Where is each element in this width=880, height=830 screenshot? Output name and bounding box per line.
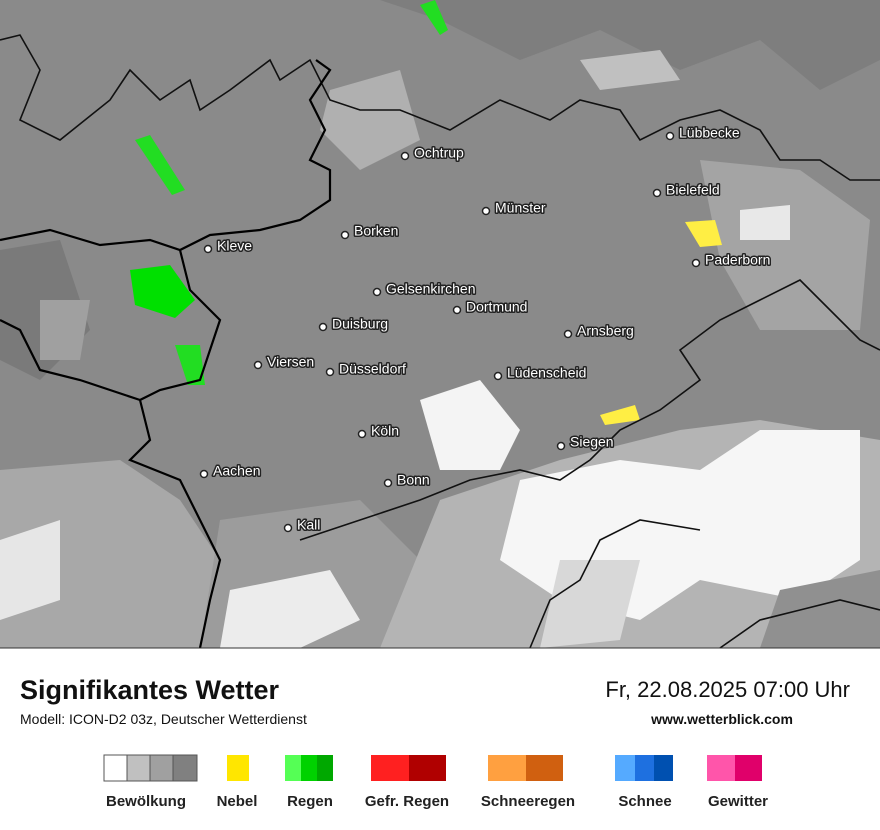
city-label: Lübbecke — [679, 125, 740, 141]
city-label: Paderborn — [705, 252, 770, 268]
city: Münster — [481, 198, 547, 217]
city: Köln — [357, 421, 401, 440]
city-label: Arnsberg — [577, 323, 634, 339]
city: Bonn — [383, 470, 431, 489]
city-label: Münster — [495, 200, 546, 216]
city-label: Bonn — [397, 472, 430, 488]
city: Siegen — [556, 432, 615, 451]
legend-label: Gewitter — [708, 793, 768, 810]
city: Viersen — [253, 352, 316, 371]
city: Paderborn — [691, 250, 772, 269]
city: Kleve — [203, 236, 254, 255]
city-layer: Lübbecke Ochtrup Bielefeld Münster Borke… — [199, 123, 772, 534]
city-label: Duisburg — [332, 316, 388, 332]
legend-label: Regen — [287, 793, 333, 810]
city-label: Dortmund — [466, 299, 527, 315]
legend-label: Schneeregen — [481, 793, 575, 810]
city: Arnsberg — [563, 321, 635, 340]
city-label: Köln — [371, 423, 399, 439]
subtitle: Modell: ICON-D2 03z, Deutscher Wetterdie… — [20, 711, 307, 727]
city: Kall — [283, 515, 322, 534]
legend-label: Bewölkung — [106, 793, 186, 810]
city: Duisburg — [318, 314, 390, 333]
city-label: Viersen — [267, 354, 314, 370]
city: Dortmund — [452, 297, 529, 316]
city-label: Bielefeld — [666, 182, 720, 198]
city-label: Ochtrup — [414, 145, 464, 161]
city: Düsseldorf — [325, 359, 408, 378]
city-label: Kall — [297, 517, 320, 533]
city: Lübbecke — [665, 123, 741, 142]
city-label: Lüdenscheid — [507, 365, 586, 381]
city: Ochtrup — [400, 143, 466, 162]
city: Aachen — [199, 461, 262, 480]
city: Lüdenscheid — [493, 363, 588, 382]
city: Gelsenkirchen — [372, 279, 477, 298]
city-label: Borken — [354, 223, 398, 239]
city-label: Aachen — [213, 463, 260, 479]
legend-label: Gefr. Regen — [365, 793, 449, 810]
website: www.wetterblick.com — [650, 711, 793, 727]
city-label: Kleve — [217, 238, 252, 254]
city-label: Gelsenkirchen — [386, 281, 476, 297]
map — [0, 0, 880, 649]
city-label: Düsseldorf — [339, 361, 406, 377]
legend: Bewölkung Nebel Regen Gefr. Regen Schnee… — [103, 754, 768, 810]
legend-label: Schnee — [618, 793, 671, 810]
legend-label: Nebel — [217, 793, 258, 810]
datetime: Fr, 22.08.2025 07:00 Uhr — [605, 677, 850, 702]
city: Bielefeld — [652, 180, 721, 199]
city-label: Siegen — [570, 434, 614, 450]
city: Borken — [340, 221, 400, 240]
title: Signifikantes Wetter — [20, 675, 280, 705]
